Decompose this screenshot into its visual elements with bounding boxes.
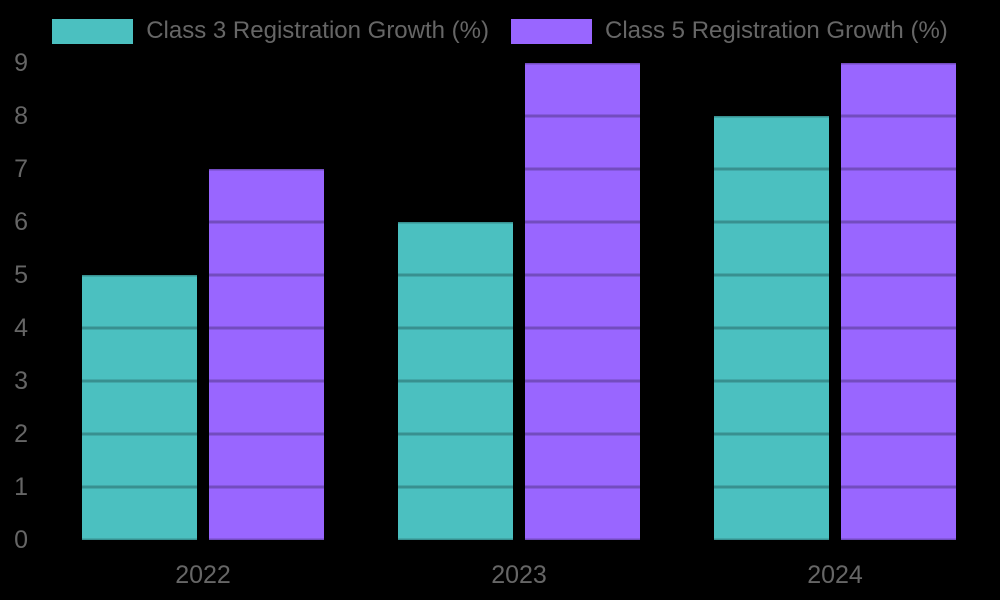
y-axis-label-4: 4 (14, 314, 28, 342)
bar-2023-class5 (525, 63, 640, 540)
y-axis-label-7: 7 (14, 155, 28, 183)
x-axis-label-2024: 2024 (807, 561, 863, 589)
y-axis-label-3: 3 (14, 367, 28, 395)
y-axis-label-9: 9 (14, 49, 28, 77)
x-axis-label-2022: 2022 (175, 561, 231, 589)
legend-label-class-3: Class 3 Registration Growth (%) (146, 17, 489, 44)
x-axis-label-2023: 2023 (491, 561, 547, 589)
legend-swatch-class-3 (52, 18, 134, 44)
legend-item-class-3: Class 3 Registration Growth (%) (52, 17, 489, 45)
bar-2022-class3 (82, 275, 197, 540)
legend-item-class-5: Class 5 Registration Growth (%) (511, 17, 948, 45)
y-axis-label-6: 6 (14, 208, 28, 236)
y-axis-label-1: 1 (14, 473, 28, 501)
bar-2022-class5 (209, 169, 324, 540)
bar-2024-class5 (841, 63, 956, 540)
chart-legend: Class 3 Registration Growth (%) Class 5 … (0, 17, 1000, 45)
legend-label-class-5: Class 5 Registration Growth (%) (605, 17, 948, 44)
y-axis-label-5: 5 (14, 261, 28, 289)
y-axis-label-0: 0 (14, 526, 28, 554)
bar-2023-class3 (398, 222, 513, 540)
legend-swatch-class-5 (511, 18, 592, 44)
bar-2024-class3 (714, 116, 829, 540)
y-axis-label-2: 2 (14, 420, 28, 448)
y-axis-label-8: 8 (14, 102, 28, 130)
